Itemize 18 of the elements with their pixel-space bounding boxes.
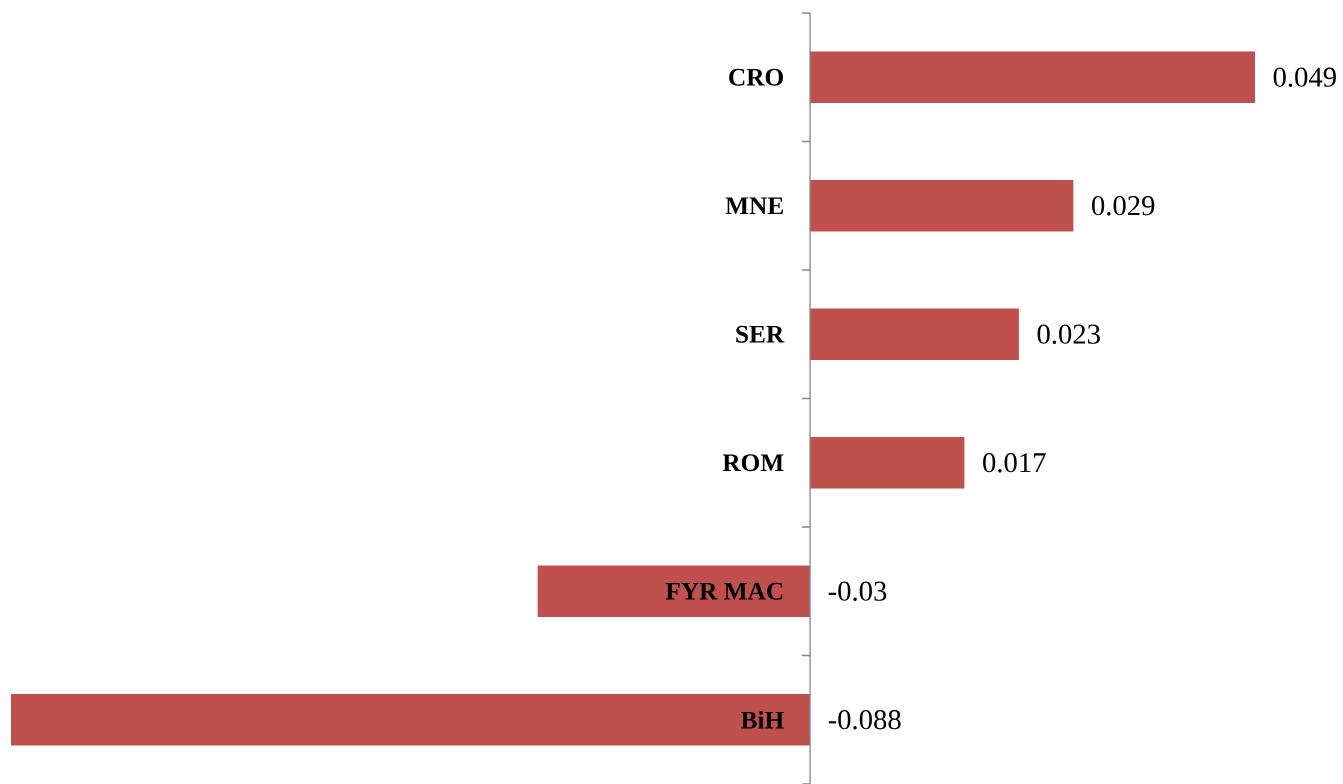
bar xyxy=(810,51,1255,103)
y-tick-label: ROM xyxy=(722,454,784,472)
data-label: 0.023 xyxy=(1037,324,1100,344)
y-tick-label: FYR MAC xyxy=(665,582,783,600)
bar xyxy=(810,180,1074,232)
data-label: 0.049 xyxy=(1273,67,1336,87)
bar xyxy=(537,565,811,617)
bar xyxy=(11,694,811,746)
y-tick-label: CRO xyxy=(729,68,783,86)
data-label: -0.088 xyxy=(828,710,901,730)
y-tick-label: BiH xyxy=(741,710,784,729)
bar xyxy=(810,308,1019,360)
y-tick-label: MNE xyxy=(725,197,783,215)
bar xyxy=(810,437,965,489)
data-label: -0.03 xyxy=(828,581,887,601)
data-label: 0.017 xyxy=(983,453,1046,473)
y-tick-label: SER xyxy=(736,325,785,343)
data-label: 0.029 xyxy=(1092,196,1155,216)
